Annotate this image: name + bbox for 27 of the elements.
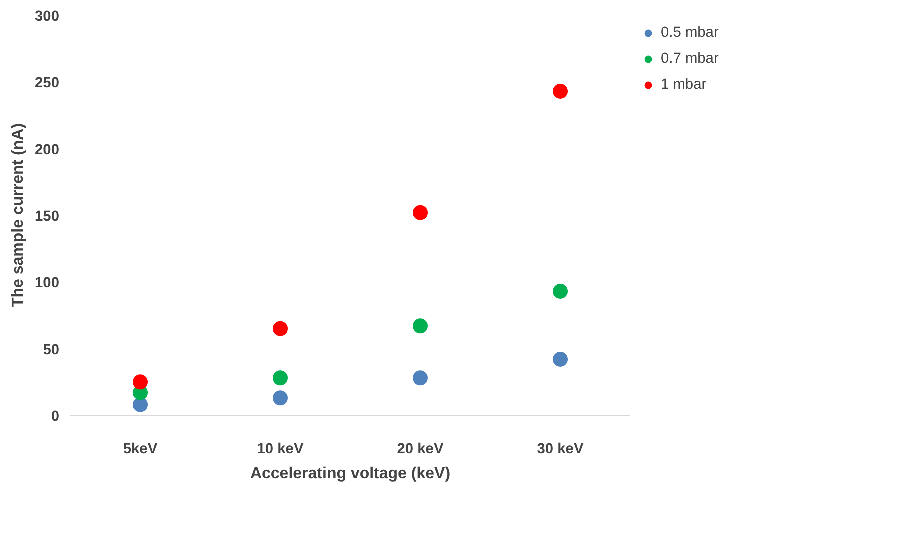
y-tick-label: 0 — [51, 409, 60, 425]
legend-label: 1 mbar — [661, 77, 707, 93]
point — [413, 205, 428, 220]
x-axis-title: Accelerating voltage (keV) — [250, 466, 451, 482]
legend-label: 0.5 mbar — [661, 25, 719, 41]
x-tick-label: 5keV — [123, 442, 158, 458]
point — [273, 321, 288, 336]
point — [413, 318, 428, 334]
point — [133, 397, 148, 412]
point — [553, 84, 568, 99]
x-tick-label: 10 keV — [257, 442, 304, 458]
y-tick-label: 250 — [35, 76, 60, 92]
point — [273, 370, 288, 386]
y-tick-label: 100 — [35, 276, 60, 292]
y-tick-label: 300 — [35, 9, 60, 25]
point — [553, 284, 568, 299]
point — [273, 390, 288, 406]
legend-label: 0.7 mbar — [661, 51, 719, 67]
y-tick-label: 200 — [35, 142, 60, 158]
x-tick-label: 30 keV — [537, 442, 584, 458]
y-axis-title: The sample current (nA) — [10, 123, 28, 308]
y-tick-label: 150 — [35, 209, 60, 225]
point — [553, 352, 568, 367]
point — [413, 370, 428, 386]
x-tick-label: 20 keV — [397, 442, 444, 458]
y-tick-label: 50 — [43, 342, 60, 358]
point — [133, 374, 148, 390]
